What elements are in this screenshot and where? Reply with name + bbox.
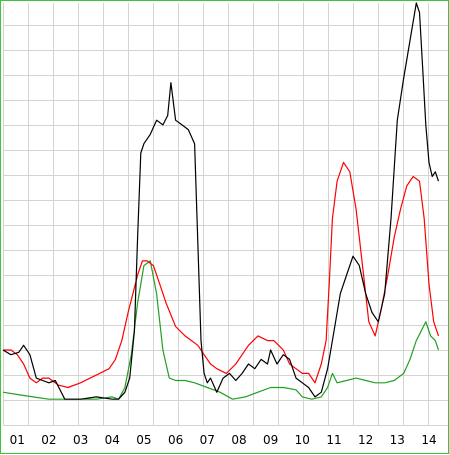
series-lines — [2, 2, 440, 400]
x-tick-label: 02 — [41, 433, 56, 447]
x-tick-label: 08 — [231, 433, 246, 447]
x-tick-label: 01 — [10, 433, 25, 447]
x-tick-label: 06 — [168, 433, 183, 447]
series-line-1 — [3, 161, 440, 389]
x-tick-label: 09 — [263, 433, 278, 447]
x-tick-label: 12 — [358, 433, 373, 447]
grid-lines — [3, 3, 448, 426]
x-tick-labels: 01 02 03 04 05 06 07 08 09 10 11 12 13 14 — [10, 433, 437, 447]
x-tick-label: 14 — [421, 433, 436, 447]
x-tick-label: 05 — [136, 433, 151, 447]
x-tick-label: 03 — [73, 433, 88, 447]
x-tick-label: 11 — [326, 433, 341, 447]
x-tick-label: 04 — [105, 433, 120, 447]
series-line-0 — [2, 2, 440, 400]
x-tick-label: 13 — [390, 433, 405, 447]
x-tick-label: 10 — [295, 433, 310, 447]
x-tick-label: 07 — [200, 433, 215, 447]
